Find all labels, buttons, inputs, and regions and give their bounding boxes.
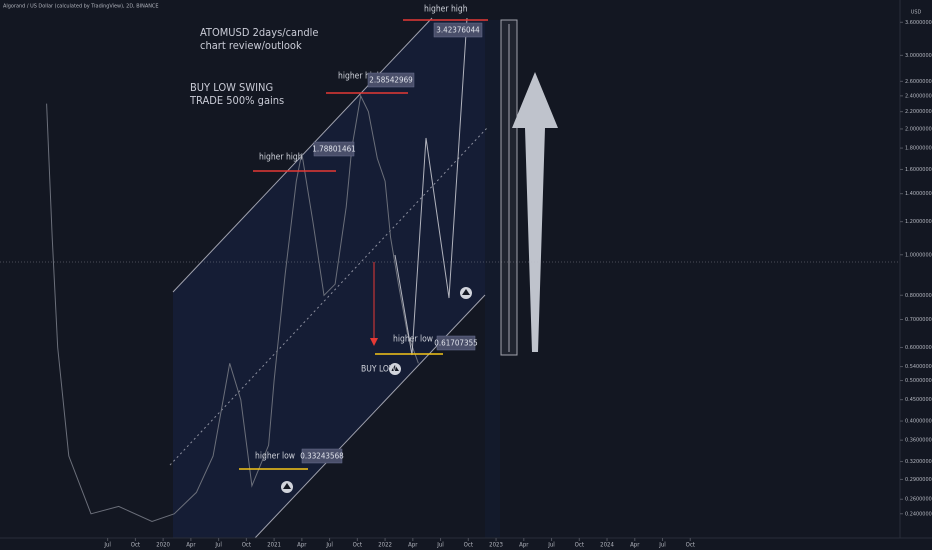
projection — [394, 17, 468, 356]
y-tick-label: 3.00000000 — [905, 53, 932, 59]
y-tick-label: 0.36000000 — [905, 438, 932, 444]
note: ATOMUSD 2days/candle — [200, 26, 318, 39]
chart-title: Algorand / US Dollar (calculated by Trad… — [3, 4, 159, 10]
price-label: 2.58542969 — [369, 76, 413, 85]
price-box — [436, 335, 476, 351]
note: TRADE 500% gains — [189, 94, 284, 107]
x-tick-label: 2023 — [489, 542, 503, 549]
price-label: 0.61707355 — [434, 339, 478, 348]
annotation: higher low — [255, 452, 295, 462]
big-arrow — [512, 72, 558, 352]
price-label: 0.33243568 — [300, 452, 344, 461]
price-label: 3.42376044 — [436, 26, 480, 35]
icon-up — [389, 363, 401, 375]
y-tick-label: 0.24000000 — [905, 511, 932, 517]
x-tick-label: Jul — [214, 542, 222, 549]
annotation: higher high — [338, 72, 382, 82]
y-tick-label: 3.60000000 — [905, 20, 932, 26]
x-tick-label: Apr — [519, 542, 529, 549]
note: chart review/outlook — [200, 39, 302, 52]
x-tick-label: Oct — [575, 542, 584, 549]
y-tick-label: 1.60000000 — [905, 167, 932, 173]
x-tick-label: Oct — [353, 542, 362, 549]
y-tick-label: 0.26000000 — [905, 497, 932, 503]
annotation: higher high — [424, 5, 468, 15]
y-tick-label: 2.60000000 — [905, 79, 932, 85]
y-tick-label: 0.60000000 — [905, 345, 932, 351]
x-tick-label: 2024 — [600, 542, 614, 549]
y-tick-label: 0.54000000 — [905, 364, 932, 370]
x-tick-label: Jul — [325, 542, 333, 549]
x-tick-label: Apr — [186, 542, 196, 549]
y-tick-label: 0.80000000 — [905, 293, 932, 299]
x-tick-label: 2020 — [156, 542, 170, 549]
x-tick-label: Jul — [436, 542, 444, 549]
x-tick-label: Oct — [131, 542, 140, 549]
y-tick-label: 1.00000000 — [905, 252, 932, 258]
channel-shade — [485, 20, 500, 538]
note: BUY LOW SWING — [190, 81, 273, 94]
x-tick-label: Oct — [464, 542, 473, 549]
channel-lower — [254, 294, 486, 539]
annotation: BUY LOW — [361, 365, 397, 375]
y-tick-label: 0.40000000 — [905, 419, 932, 425]
x-tick-label: 2022 — [378, 542, 392, 549]
y-tick-label: 0.45000000 — [905, 397, 932, 403]
down-arrow-head — [370, 338, 378, 346]
x-tick-label: 2021 — [267, 542, 281, 549]
y-tick-label: 2.20000000 — [905, 109, 932, 115]
channel-fill — [173, 20, 485, 538]
icon-up — [281, 481, 293, 493]
unit-label: USD — [911, 10, 922, 16]
price-box — [433, 22, 483, 38]
y-tick-label: 0.32000000 — [905, 459, 932, 465]
y-tick-label: 1.80000000 — [905, 146, 932, 152]
price-box — [313, 141, 355, 157]
plot — [46, 94, 419, 523]
price-label: 1.78801461 — [312, 145, 356, 154]
x-tick-label: Jul — [103, 542, 111, 549]
x-tick-label: Apr — [408, 542, 418, 549]
x-tick-label: Oct — [686, 542, 695, 549]
y-tick-label: 1.40000000 — [905, 191, 932, 197]
channel-mid — [169, 127, 488, 466]
y-tick-label: 2.00000000 — [905, 126, 932, 132]
y-tick-label: 0.50000000 — [905, 378, 932, 384]
icon-up — [460, 287, 472, 299]
price-box — [301, 448, 343, 464]
annotation: higher high — [259, 153, 303, 163]
annotation: higher low — [393, 335, 433, 345]
y-tick-label: 0.70000000 — [905, 317, 932, 323]
x-tick-label: Apr — [297, 542, 307, 549]
price-line — [46, 94, 419, 523]
x-tick-label: Jul — [547, 542, 555, 549]
y-tick-label: 1.20000000 — [905, 219, 932, 225]
price-box — [367, 72, 415, 88]
x-tick-label: Oct — [242, 542, 251, 549]
x-tick-label: Apr — [630, 542, 640, 549]
y-tick-label: 0.29000000 — [905, 477, 932, 483]
x-tick-label: Jul — [658, 542, 666, 549]
y-tick-label: 2.40000000 — [905, 93, 932, 99]
